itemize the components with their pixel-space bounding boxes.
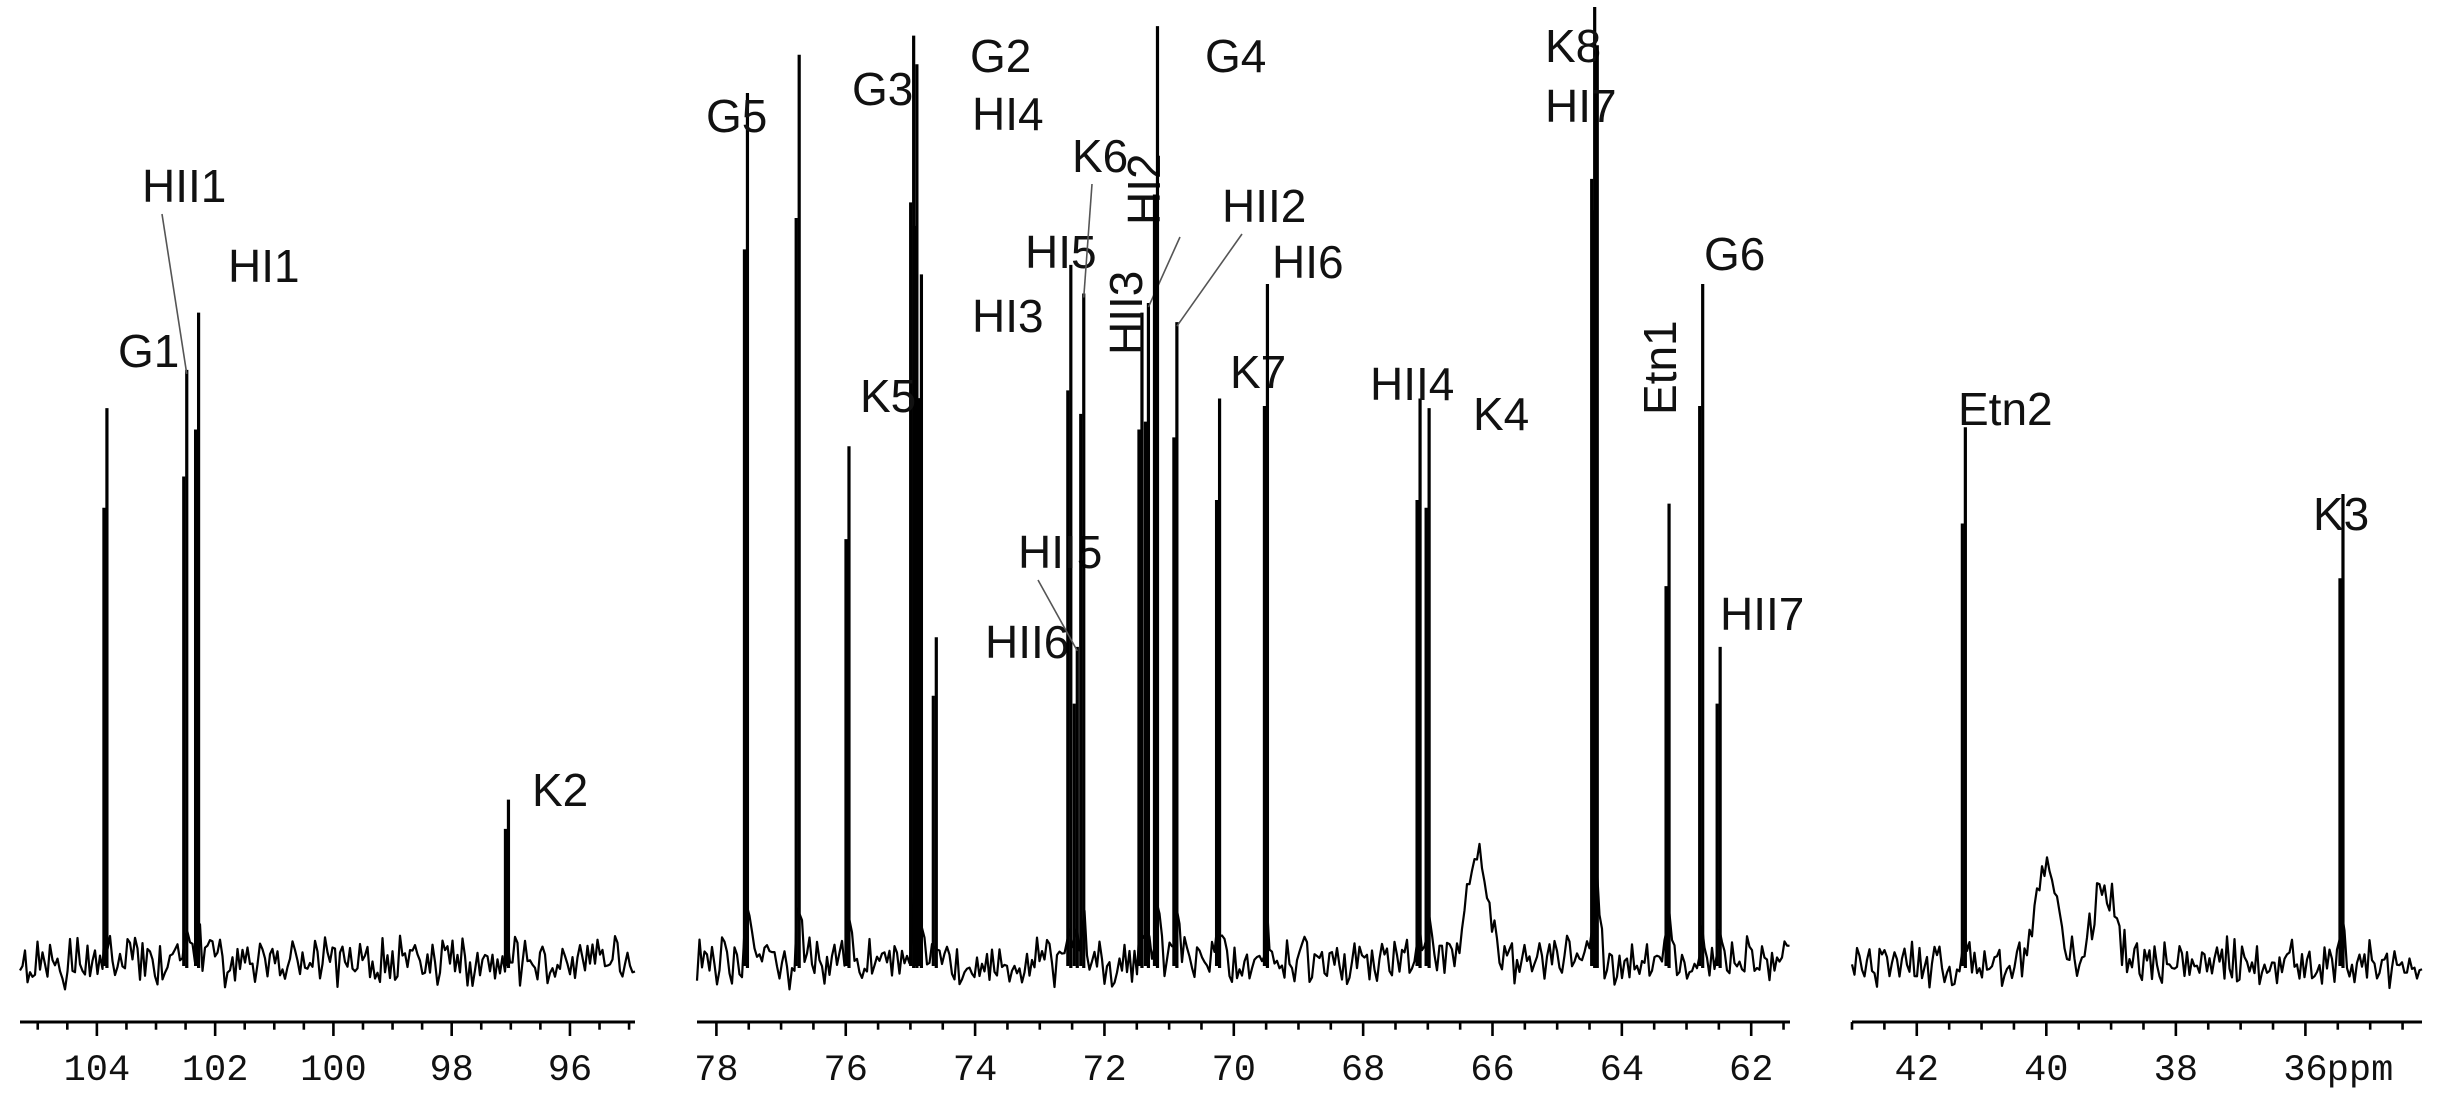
peak-label-leader — [1037, 579, 1078, 652]
x-tick-label: 72 — [1082, 1050, 1126, 1092]
x-tick-label: 66 — [1470, 1050, 1514, 1092]
spectrum-segment-2: 78 76 74 72 70 68 66 64 62G5G3G2HI4HI3K5HII6HI5H… — [694, 7, 1804, 1092]
peak-label: K4 — [1473, 388, 1529, 440]
x-tick-label: 76 — [824, 1050, 868, 1092]
x-tick-label: 68 — [1341, 1050, 1385, 1092]
spectrum-trace — [695, 842, 1790, 991]
peak-label: Etn2 — [1958, 383, 2053, 435]
peak-label: K6 — [1072, 130, 1128, 182]
peak-label: HI2 — [1118, 153, 1170, 225]
peak-label-leader — [161, 213, 188, 375]
peak-label: K3 — [2313, 488, 2369, 540]
peak-label: G2 — [970, 30, 1031, 82]
peak-label: G6 — [1704, 228, 1765, 280]
x-tick-label: 74 — [953, 1050, 997, 1092]
x-tick-label: 98 — [429, 1050, 473, 1092]
peak-label: G3 — [852, 63, 913, 115]
peak-label: HII2 — [1222, 180, 1306, 232]
peak-label: K8 — [1545, 20, 1601, 72]
peak-label: HI3 — [972, 290, 1044, 342]
axis-unit-label: ppm — [2327, 1050, 2394, 1092]
x-tick-label: 36 — [2283, 1050, 2327, 1092]
peak-label: HI1 — [228, 240, 300, 292]
peak-label: HI7 — [1545, 80, 1617, 132]
spectrum-trace — [1850, 856, 2423, 990]
peak-label: G4 — [1205, 30, 1266, 82]
peak-label-leader — [1082, 183, 1093, 298]
x-tick-label: 42 — [1895, 1050, 1939, 1092]
x-tick-label: 96 — [548, 1050, 592, 1092]
peak-label: K7 — [1230, 346, 1286, 398]
peak-label-leader — [1176, 233, 1243, 327]
peak-label: HI5 — [1025, 226, 1097, 278]
peak-label: HII6 — [985, 616, 1069, 668]
peak-label: G1 — [118, 325, 179, 377]
x-tick-label: 62 — [1729, 1050, 1773, 1092]
peak-label: HII5 — [1018, 526, 1102, 578]
x-tick-label: 100 — [300, 1050, 367, 1092]
x-tick-label: 40 — [2024, 1050, 2068, 1092]
x-tick-label: 70 — [1212, 1050, 1256, 1092]
peak-label: HI4 — [972, 88, 1044, 140]
peak-label: HII3 — [1100, 271, 1152, 355]
peak-label: G5 — [706, 90, 767, 142]
x-tick-label: 78 — [694, 1050, 738, 1092]
peak-label: HII4 — [1370, 358, 1454, 410]
spectrum-segment-3: 42 40 38 36 Etn2 K3 — [1850, 383, 2423, 1092]
x-tick-label: 38 — [2154, 1050, 2198, 1092]
peak-label: HII7 — [1720, 588, 1804, 640]
x-tick-label: 102 — [182, 1050, 249, 1092]
spectrum-trace — [19, 920, 636, 991]
peak-label: K2 — [532, 764, 588, 816]
x-tick-label: 104 — [64, 1050, 131, 1092]
peak-label: HII1 — [142, 160, 226, 212]
peak-label: HI6 — [1272, 236, 1344, 288]
x-tick-label: 64 — [1600, 1050, 1644, 1092]
peak-label: K5 — [860, 370, 916, 422]
peak-label: Etn1 — [1634, 320, 1686, 415]
